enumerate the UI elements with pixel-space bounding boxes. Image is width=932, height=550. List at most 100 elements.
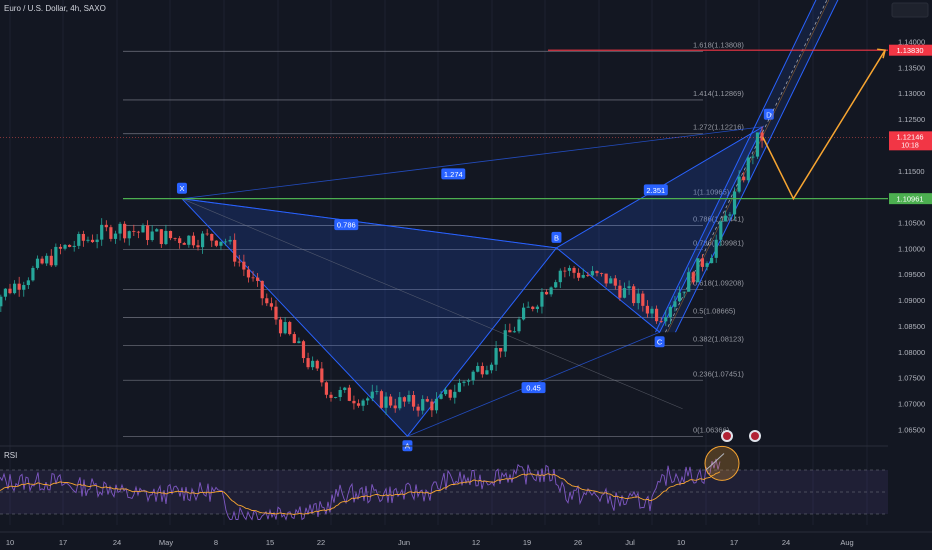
candle-body [278,319,283,334]
fib-level-label: 1.272(1.12216) [693,123,744,132]
support-price-badge [889,193,932,205]
candle-body [549,287,553,295]
candle-body [618,285,622,298]
fib-level-label: 0.786(1.10441) [693,215,744,224]
candle-body [687,272,691,292]
candle-body [540,291,544,307]
candle-body [223,241,228,243]
time-axis-background [0,532,932,550]
news-flag-icon-inner [751,432,759,440]
rsi-line [0,458,721,521]
pattern-point-badge[interactable] [176,182,187,194]
pattern-point-badge[interactable] [763,108,774,120]
fib-level-label: 1.618(1.13808) [693,40,744,49]
candle-body [288,322,292,335]
candle-body [228,239,232,242]
candlestick-series [0,126,764,417]
pattern-ratio-badge [643,184,668,196]
candle-body [563,270,567,272]
candle-body [494,347,498,365]
candle-body [627,286,631,289]
pattern-ratio-label: 2.351 [646,186,665,195]
candle-body [567,267,572,271]
candle-body [63,244,67,249]
candle-body [416,406,420,411]
time-axis-label: 17 [730,538,738,547]
channel-upper-line [655,0,817,333]
fib-level-label: 0(1.06366) [693,425,730,434]
candle-body [104,224,108,228]
price-axis-scale-button[interactable] [891,2,929,18]
candle-body [136,231,140,233]
candle-body [411,395,416,407]
candle-body [554,282,558,288]
candle-body [654,308,659,322]
candle-body [187,235,191,245]
candle-body [58,246,63,249]
candle-body [375,391,379,392]
candle-body [210,233,214,241]
fib-level-label: 0.382(1.08123) [693,334,744,343]
candle-body [68,244,72,247]
candle-body [8,288,12,294]
candle-body [269,303,273,307]
candle-body [723,215,727,222]
pattern-xb-line [181,198,557,249]
time-axis-label: 26 [574,538,582,547]
rsi-highlight-circle [704,445,740,481]
candle-body [517,319,521,332]
time-axis-label: May [159,538,173,547]
fib-level-label: 1.414(1.12869) [693,89,744,98]
candle-body [265,298,269,304]
time-axis-label: Aug [840,538,853,547]
candle-body [338,389,342,398]
candle-body [604,273,608,284]
candle-body [453,391,457,398]
candle-body [132,231,136,232]
candle-body [311,360,315,368]
candle-body [393,405,397,409]
candle-body [508,330,512,333]
candle-body [402,397,406,402]
candle-body [531,306,535,309]
candle-body [159,229,163,245]
candle-body [719,221,723,240]
price-axis-tick: 1.10000 [898,244,925,253]
price-axis-tick: 1.13500 [898,63,925,72]
pattern-point-badge[interactable] [551,231,562,243]
pattern-diagonal-line [181,198,683,410]
candle-body [3,288,8,297]
candle-body [182,243,186,245]
candle-body [425,399,429,402]
candle-body [246,269,251,278]
pattern-point-badge[interactable] [654,336,665,348]
horizontal-lines [0,49,888,200]
channel-fill [655,0,838,333]
time-axis-label: 22 [317,538,325,547]
candle-body [214,240,218,246]
rsi-indicator-label[interactable]: RSI [4,451,18,460]
candle-body [109,227,113,239]
time-axis-label: 17 [59,538,67,547]
candle-body [77,233,81,246]
candle-body [746,157,750,181]
candle-body [347,387,351,401]
symbol-title[interactable]: Euro / U.S. Dollar, 4h, SAXO [4,4,106,13]
candle-body [462,381,466,383]
price-axis-tick: 1.11500 [898,167,925,176]
candle-body [439,394,443,399]
candle-body [609,278,613,284]
candle-body [503,330,507,352]
candle-body [613,278,617,286]
candle-body [760,132,764,141]
candle-body [219,241,223,246]
candle-body [168,230,173,239]
fib-level-label: 0.5(1.08665) [693,306,736,315]
time-axis-label: 24 [113,538,121,547]
current-price-label: 1.12146 [896,132,923,141]
candle-body [40,258,44,264]
candle-body [581,274,585,278]
